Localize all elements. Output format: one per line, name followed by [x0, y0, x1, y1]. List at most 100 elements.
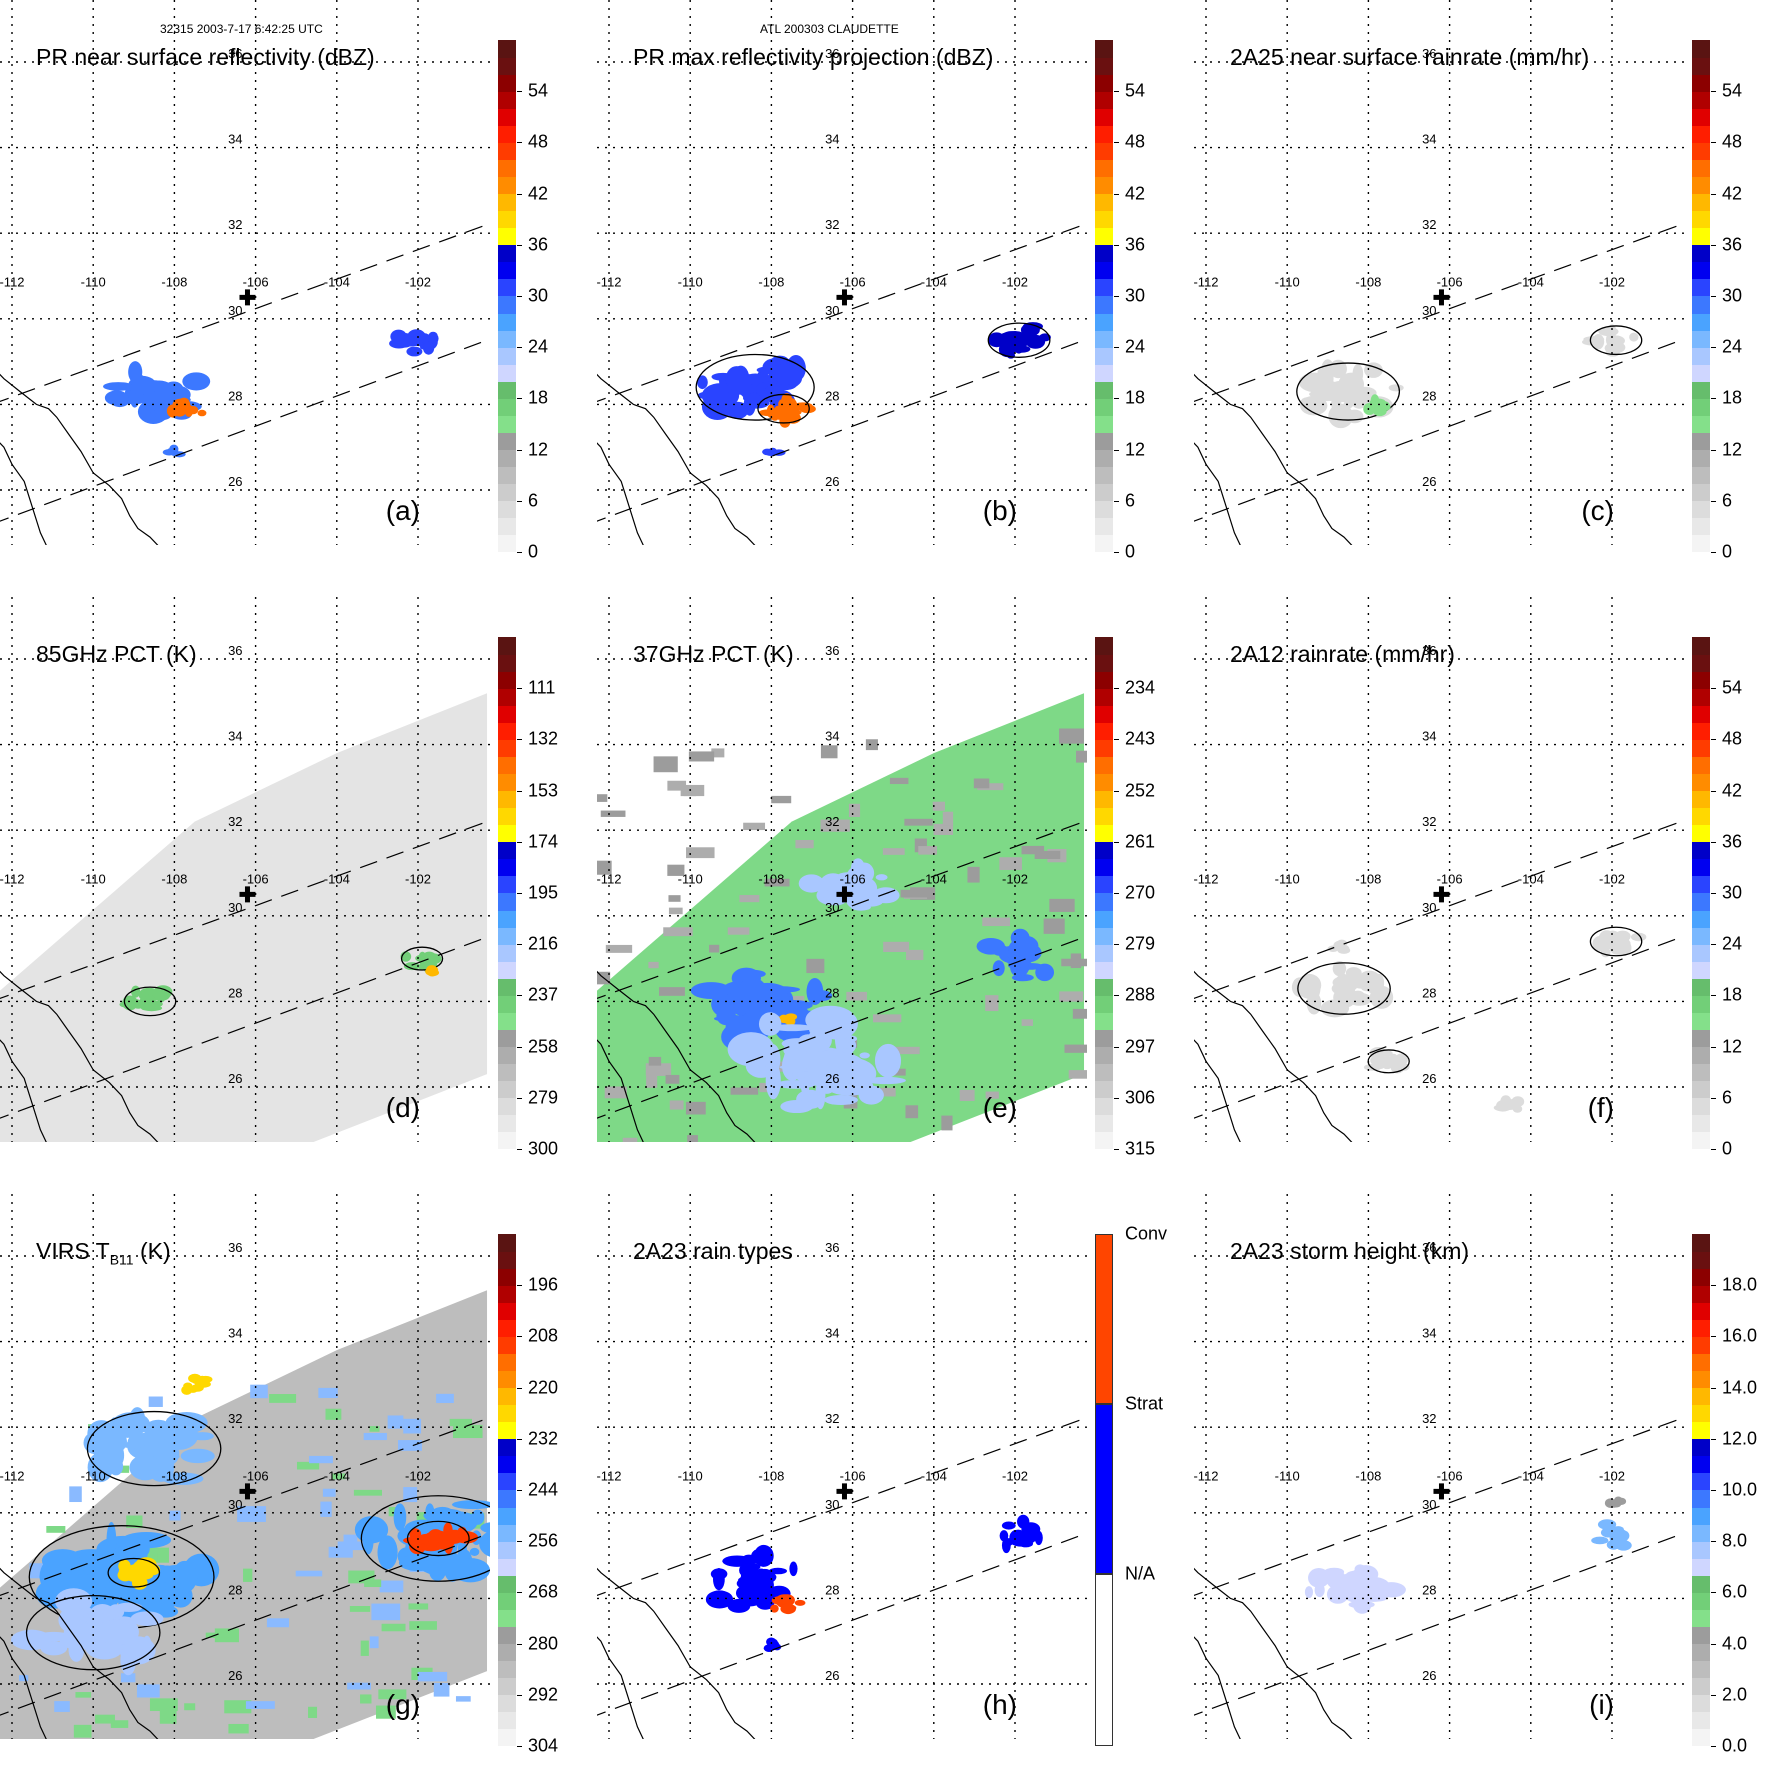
echo-cell-g [429, 1562, 446, 1581]
brightness-cell [1064, 1044, 1087, 1053]
pr-swath-edge [0, 821, 488, 1000]
colorbar-segment [1692, 261, 1710, 280]
colorbar-segment [1692, 159, 1710, 178]
pr-swath-edge [0, 339, 488, 522]
echo-cell-g [82, 1613, 113, 1623]
cloud-cell [69, 1486, 82, 1503]
colorbar-segment [1692, 1097, 1710, 1116]
echo-cell-h [741, 1554, 757, 1566]
colorbar-segment [498, 1097, 516, 1116]
longitude-label: -108 [758, 872, 784, 887]
brightness-cell [663, 927, 693, 937]
colorbar-segment [1095, 57, 1113, 75]
latitude-label: 36 [228, 1240, 242, 1255]
colorbar-segment [1095, 841, 1113, 860]
echo-cell-d [119, 1001, 137, 1008]
colorbar-segment [1692, 1046, 1710, 1065]
latitude-label: 30 [825, 1497, 839, 1512]
rain-contour [757, 393, 810, 424]
colorbar-segment [498, 773, 516, 792]
panel-title: 2A23 storm height (km) [1230, 1238, 1469, 1265]
colorbar-tick-label: 12 [1722, 439, 1743, 460]
echo-cell-h [710, 1568, 728, 1580]
colorbar-segment [1692, 1490, 1710, 1508]
echo-cell-g [181, 1385, 193, 1395]
map-plot-h: -112 -110 -108 -106 -104 -102 36 34 32 30 28 26 [597, 1194, 1087, 1739]
longitude-label: -108 [161, 872, 187, 887]
colorbar-tick-label: 243 [1125, 728, 1156, 749]
coastline [597, 373, 756, 545]
colorbar-segment [1692, 364, 1710, 382]
coastline [1194, 970, 1353, 1142]
colorbar-segment [498, 722, 516, 740]
echo-cell-b [1000, 331, 1022, 346]
latitude-label: 32 [228, 814, 242, 829]
echo-cell-b [770, 410, 780, 421]
longitude-label: -110 [678, 872, 703, 887]
echo-cell-e [727, 1032, 775, 1067]
brightness-cell [743, 822, 766, 831]
map-plot-b: -112 -110 -108 -106 -104 -102 36 34 32 30 28 26 [597, 0, 1087, 545]
colorbar-tick-mark [517, 193, 522, 195]
brightness-cell [653, 756, 678, 773]
longitude-label: -108 [758, 275, 784, 290]
colorbar-segment [1692, 1336, 1710, 1354]
echo-cell-e [807, 1028, 832, 1052]
echo-cell-h [789, 1561, 798, 1577]
colorbar-tick-mark [1114, 1149, 1119, 1150]
colorbar-tick-label: 24 [1722, 336, 1743, 357]
latitude-label: 28 [228, 388, 242, 403]
colorbar-tick-mark [1711, 244, 1716, 246]
brightness-cell [941, 1115, 953, 1131]
echo-cell-a [172, 398, 191, 410]
longitude-label: -112 [0, 275, 25, 290]
longitude-label: -102 [405, 275, 431, 290]
cloud-cell [250, 1384, 268, 1399]
brightness-cell [685, 1101, 706, 1115]
longitude-label: -112 [597, 275, 622, 290]
cloud-cell [269, 1394, 297, 1403]
colorbar-segment [1095, 722, 1113, 740]
colorbar-segment [1692, 875, 1710, 894]
latitude-label: 28 [1422, 1582, 1436, 1597]
brightness-cell [709, 944, 720, 953]
echo-cell-i [1604, 1498, 1616, 1508]
brightness-cell [933, 823, 954, 835]
cloud-cell [245, 1701, 275, 1709]
colorbar-segment [1692, 415, 1710, 434]
colorbar-segment [1692, 142, 1710, 160]
colorbar-tick-label: Conv [1125, 1223, 1168, 1244]
colorbar-tick-label: 54 [528, 80, 549, 101]
colorbar-segment [498, 57, 516, 75]
cloud-cell [349, 1606, 371, 1612]
colorbar-tick-mark [1711, 1046, 1716, 1048]
coastline [597, 1636, 644, 1739]
echo-cell-b [1039, 333, 1051, 342]
colorbar-tick-label: 10.0 [1722, 1479, 1758, 1500]
echo-cell-g [377, 1535, 398, 1570]
colorbar-segment [1095, 40, 1113, 58]
longitude-label: -106 [243, 1469, 269, 1484]
colorbar-segment [498, 961, 516, 979]
colorbar-segment [1692, 57, 1710, 75]
cloud-cell [126, 1515, 143, 1528]
colorbar-tick-label: 8.0 [1722, 1530, 1748, 1551]
longitude-label: -106 [840, 275, 866, 290]
colorbar-segment [1692, 637, 1710, 655]
colorbar-segment [1095, 961, 1113, 979]
coastline [597, 442, 644, 545]
pr-swath-edge [597, 821, 1085, 1000]
colorbar-segment [498, 1711, 516, 1730]
colorbar-segment [1095, 773, 1113, 792]
echo-cell-d [140, 1005, 163, 1012]
echo-cell-g [190, 1432, 214, 1441]
latitude-label: 26 [1422, 1071, 1436, 1086]
colorbar-segment [1692, 74, 1710, 92]
echo-cell-g [480, 1522, 490, 1534]
longitude-label: -112 [597, 1469, 622, 1484]
echo-cell-c [1313, 380, 1343, 402]
storm-center-cross-icon [836, 1483, 853, 1500]
colorbar-segment [1692, 108, 1710, 126]
colorbar-segment [1095, 466, 1113, 485]
panel-title: 2A12 rainrate (mm/hr) [1230, 641, 1455, 668]
